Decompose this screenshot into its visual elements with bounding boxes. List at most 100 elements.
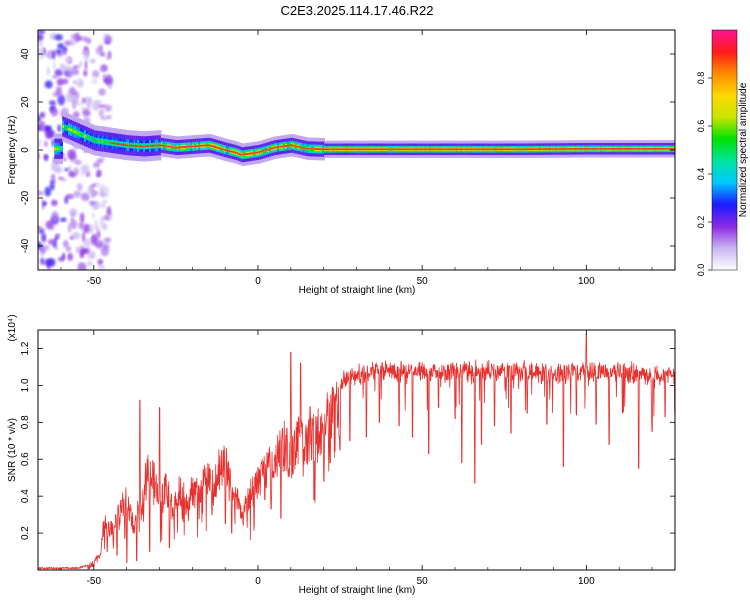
heatmap-noise-blob [42,201,48,206]
heatmap-noise-blob [88,200,96,206]
heatmap-noise-blob [43,258,53,267]
spectrogram-y-tick-label: 0 [20,147,31,153]
heatmap-noise-blob [62,240,69,248]
heatmap-noise-blob [98,104,107,108]
heatmap-noise-blob [57,94,66,106]
heatmap-noise-blob [44,125,52,131]
snr-panel: -50 0 50 100 0.2 0.4 0.6 0.8 1.0 1.2 Height of s… [7,314,676,596]
heatmap-noise-blob [64,56,73,63]
snr-y-axis-label: SNR (10 * v/v) [7,418,18,482]
heatmap-noise-blob [97,258,104,266]
heatmap-noise-blob [98,88,106,96]
heatmap-noise-blob [95,46,100,55]
heatmap-noise-blob [93,162,100,168]
heatmap-noise-blob [91,190,98,196]
heatmap-noise-blob [38,48,43,52]
heatmap-noise-blob [64,40,72,46]
heatmap-noise-blob [103,237,112,243]
heatmap-noise-blob [62,51,67,55]
heatmap-noise-blob [89,223,93,234]
heatmap-noise-blob [100,67,105,72]
heatmap-noise-blob [38,115,41,123]
heatmap-cell [58,147,61,151]
heatmap-cell [74,130,77,134]
heatmap-noise-blob [82,36,88,42]
heatmap-cell [89,137,93,140]
spectrogram-y-tick-label: -40 [20,238,31,253]
heatmap-noise-blob [103,215,110,221]
heatmap-noise-blob [38,228,45,235]
heatmap-noise-blob [77,36,83,41]
heatmap-noise-blob [67,149,77,160]
heatmap-noise-blob [55,86,63,97]
spectrogram-x-axis-label: Height of straight line (km) [299,285,416,296]
heatmap-ridge [110,142,675,156]
snr-x-tick-label: 0 [255,576,261,587]
heatmap-noise-blob [89,59,96,64]
heatmap-noise-blob [71,232,81,240]
heatmap-noise-blob [44,186,52,197]
heatmap-noise-blob [83,70,88,77]
heatmap-cell [66,127,69,130]
heatmap-noise-blob [41,244,50,252]
heatmap-noise-blob [46,66,50,76]
heatmap-noise-blob [106,206,112,216]
heatmap-noise-blob [41,233,47,242]
heatmap-cell [95,139,99,142]
heatmap-noise-blob [96,158,104,164]
heatmap-noise-blob [60,217,67,223]
heatmap-noise-blob [84,240,91,249]
heatmap-cell [60,147,63,151]
heatmap-noise-blob [100,116,108,120]
heatmap-noise-blob [38,225,42,230]
heatmap-noise-blob [84,96,93,106]
heatmap-noise-blob [38,34,44,41]
heatmap-cell [78,132,81,135]
heatmap-noise-blob [96,230,101,239]
snr-x-tick-label: -50 [87,576,102,587]
heatmap-noise-blob [104,40,111,44]
heatmap-noise-blob [65,245,72,252]
heatmap-noise-blob [84,60,88,71]
heatmap-noise-blob [105,55,111,60]
heatmap-noise-blob [44,128,53,140]
heatmap-noise-blob [38,190,44,196]
heatmap-cell [62,125,65,128]
heatmap-noise-blob [67,252,73,261]
heatmap-noise-blob [104,104,112,112]
heatmap-noise-blob [57,124,62,133]
heatmap-noise-blob [49,179,56,184]
heatmap-noise-blob [70,217,74,222]
heatmap-noise-blob [80,192,90,202]
colorbar-tick-label: 0.6 [696,120,706,133]
heatmap-noise-blob [38,120,46,131]
heatmap-noise-blob [69,208,78,217]
snr-y-tick-label: 1.0 [20,378,31,392]
heatmap-noise-blob [83,223,91,234]
heatmap-noise-blob [39,111,46,119]
heatmap-noise-blob [92,70,100,78]
colorbar-tick-label: 0.2 [696,216,706,229]
heatmap-noise-blob [91,235,96,244]
heatmap-noise-blob [54,34,63,41]
spectrogram-y-axis-label: Frequency (Hz) [7,116,18,185]
snr-y-tick-label: 0.6 [20,452,31,466]
heatmap-cell [54,147,58,151]
heatmap-noise-blob [52,238,57,249]
snr-series-line [38,333,675,570]
heatmap-noise-blob [55,48,63,55]
snr-x-tick-label: 100 [578,576,595,587]
snr-y-tick-label: 0.8 [20,415,31,429]
heatmap-noise-blob [52,75,58,79]
heatmap-cell [56,147,60,151]
heatmap-noise-blob [86,261,93,267]
heatmap-noise-blob [57,42,64,50]
heatmap-noise-blob [76,183,83,191]
heatmap-noise-blob [79,61,83,67]
colorbar-tick-label: 0.0 [696,264,706,277]
colorbar-tick-label: 0.4 [696,168,706,181]
heatmap-noise-blob [98,44,103,55]
heatmap-noise-blob [75,101,84,106]
heatmap-noise-blob [61,252,66,260]
heatmap-noise-blob [38,139,42,144]
